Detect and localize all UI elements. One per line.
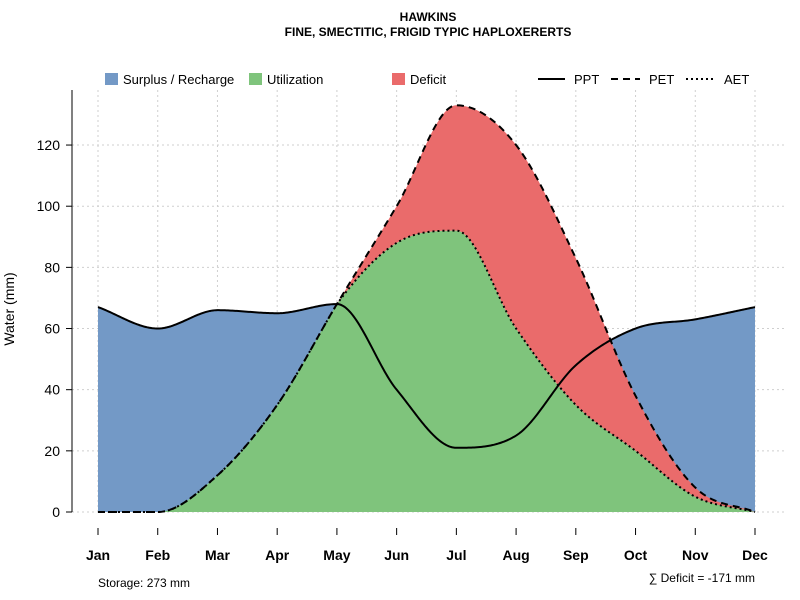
- y-tick-label: 100: [37, 198, 61, 214]
- deficit-note: ∑ Deficit = -171 mm: [649, 571, 755, 585]
- pet-line: [98, 104, 756, 513]
- x-tick-label: Mar: [205, 547, 230, 563]
- x-tick-label: Jun: [384, 547, 409, 563]
- y-tick-label: 0: [52, 504, 60, 520]
- legend-label-surplus: Surplus / Recharge: [123, 72, 234, 87]
- chart-title: HAWKINS: [400, 10, 457, 24]
- utilization-area: [98, 230, 755, 513]
- chart-subtitle: FINE, SMECTITIC, FRIGID TYPIC HAPLOXERER…: [285, 25, 572, 39]
- legend-label-ppt: PPT: [574, 72, 599, 87]
- y-tick-label: 80: [44, 259, 60, 275]
- x-tick-label: Aug: [502, 547, 529, 563]
- axes: 0 20 40 60 80 100 120 Jan Feb Mar Apr May Jun Jul Aug S…: [37, 90, 768, 563]
- legend-label-pet: PET: [649, 72, 674, 87]
- series-lines: [97, 104, 756, 513]
- ppt-line: [97, 303, 756, 449]
- aet-line: [98, 229, 756, 513]
- legend-label-utilization: Utilization: [267, 72, 323, 87]
- x-tick-label: Dec: [742, 547, 768, 563]
- legend-swatch-deficit: [392, 73, 405, 85]
- legend-swatch-utilization: [249, 73, 262, 85]
- x-tick-label: Jan: [86, 547, 110, 563]
- legend-label-aet: AET: [724, 72, 749, 87]
- storage-note: Storage: 273 mm: [98, 576, 190, 590]
- deficit-area: [98, 105, 755, 512]
- x-tick-label: Apr: [265, 547, 290, 563]
- y-tick-label: 120: [37, 137, 61, 153]
- legend: Surplus / Recharge Utilization Deficit P…: [105, 72, 749, 87]
- y-axis-label: Water (mm): [1, 272, 17, 345]
- x-tick-label: Sep: [563, 547, 589, 563]
- legend-label-deficit: Deficit: [410, 72, 447, 87]
- x-tick-label: May: [323, 547, 350, 563]
- area-fills: [98, 105, 755, 513]
- x-tick-label: Nov: [682, 547, 709, 563]
- x-tick-label: Feb: [145, 547, 170, 563]
- y-tick-label: 40: [44, 382, 60, 398]
- legend-swatch-surplus: [105, 73, 118, 85]
- y-tick-label: 20: [44, 443, 60, 459]
- x-tick-label: Oct: [624, 547, 648, 563]
- y-tick-label: 60: [44, 321, 60, 337]
- x-tick-label: Jul: [446, 547, 466, 563]
